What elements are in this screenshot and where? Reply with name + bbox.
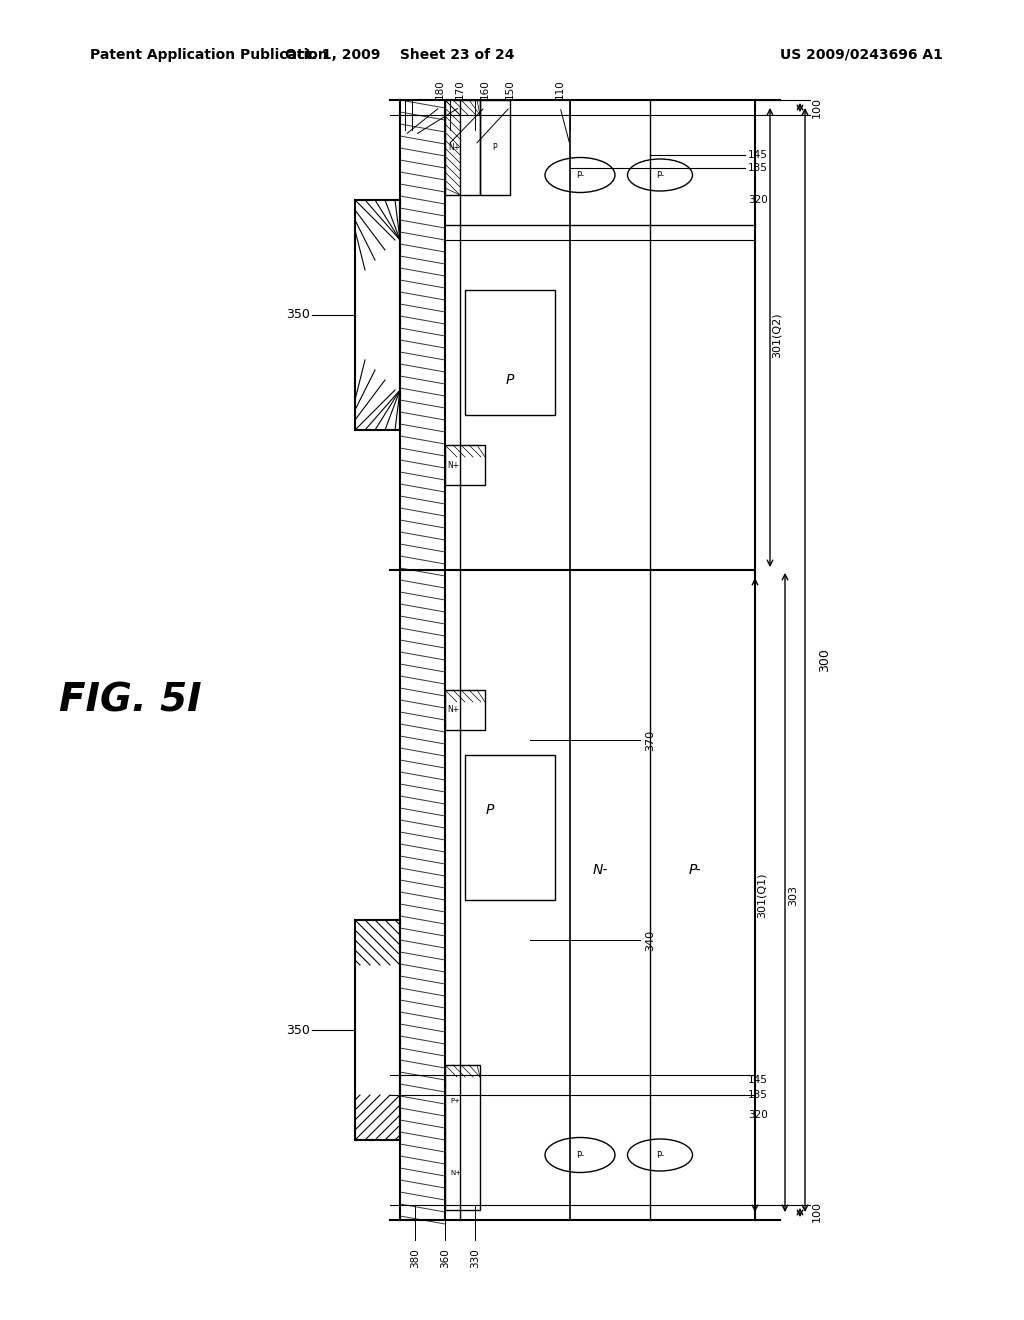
Text: P-: P-	[575, 1151, 584, 1159]
Text: P: P	[493, 143, 498, 152]
Text: 300: 300	[818, 648, 831, 672]
Text: 340: 340	[645, 929, 655, 950]
Bar	[480, 100, 510, 195]
Text: Oct. 1, 2009    Sheet 23 of 24: Oct. 1, 2009 Sheet 23 of 24	[286, 48, 515, 62]
Text: 370: 370	[645, 730, 655, 751]
Ellipse shape	[628, 158, 692, 191]
Text: 350: 350	[286, 1023, 310, 1036]
Text: 330: 330	[470, 1247, 480, 1267]
Text: US 2009/0243696 A1: US 2009/0243696 A1	[780, 48, 943, 62]
Bar	[445, 445, 485, 484]
Text: 170: 170	[455, 79, 465, 99]
Bar	[445, 100, 480, 195]
Bar	[465, 290, 555, 414]
Text: P: P	[506, 374, 514, 387]
Ellipse shape	[545, 1138, 615, 1172]
Text: 320: 320	[748, 195, 768, 205]
Text: P: P	[485, 803, 495, 817]
Text: 360: 360	[440, 1247, 450, 1267]
Text: N+: N+	[450, 1170, 461, 1176]
Text: 301(Q1): 301(Q1)	[757, 873, 767, 917]
Text: 145: 145	[748, 1074, 768, 1085]
Text: 320: 320	[748, 1110, 768, 1119]
Text: 303: 303	[788, 884, 798, 906]
Text: Patent Application Publication: Patent Application Publication	[90, 48, 328, 62]
Text: 380: 380	[410, 1247, 420, 1267]
Text: 110: 110	[555, 79, 565, 99]
Bar	[465, 755, 555, 900]
Text: 160: 160	[480, 79, 490, 99]
Text: 301(Q2): 301(Q2)	[772, 313, 782, 358]
Text: 350: 350	[286, 309, 310, 322]
Bar	[355, 920, 400, 1140]
Text: P-: P-	[575, 170, 584, 180]
Bar	[445, 1065, 480, 1210]
Text: 180: 180	[435, 79, 445, 99]
Text: 145: 145	[748, 150, 768, 160]
Text: N+: N+	[447, 461, 459, 470]
Text: FIG. 5I: FIG. 5I	[58, 681, 202, 719]
Bar	[445, 690, 485, 730]
Text: N+: N+	[449, 143, 460, 152]
Ellipse shape	[545, 157, 615, 193]
Text: 150: 150	[505, 79, 515, 99]
Text: 135: 135	[748, 162, 768, 173]
Text: N-: N-	[592, 863, 607, 876]
Text: N+: N+	[447, 705, 459, 714]
Text: 135: 135	[748, 1090, 768, 1100]
Text: P-: P-	[656, 170, 664, 180]
Text: P+: P+	[450, 1098, 460, 1104]
Text: 100: 100	[812, 96, 822, 117]
Text: P-: P-	[689, 863, 701, 876]
Text: P-: P-	[656, 1151, 664, 1159]
Ellipse shape	[628, 1139, 692, 1171]
Text: 100: 100	[812, 1201, 822, 1222]
Bar	[355, 201, 400, 430]
